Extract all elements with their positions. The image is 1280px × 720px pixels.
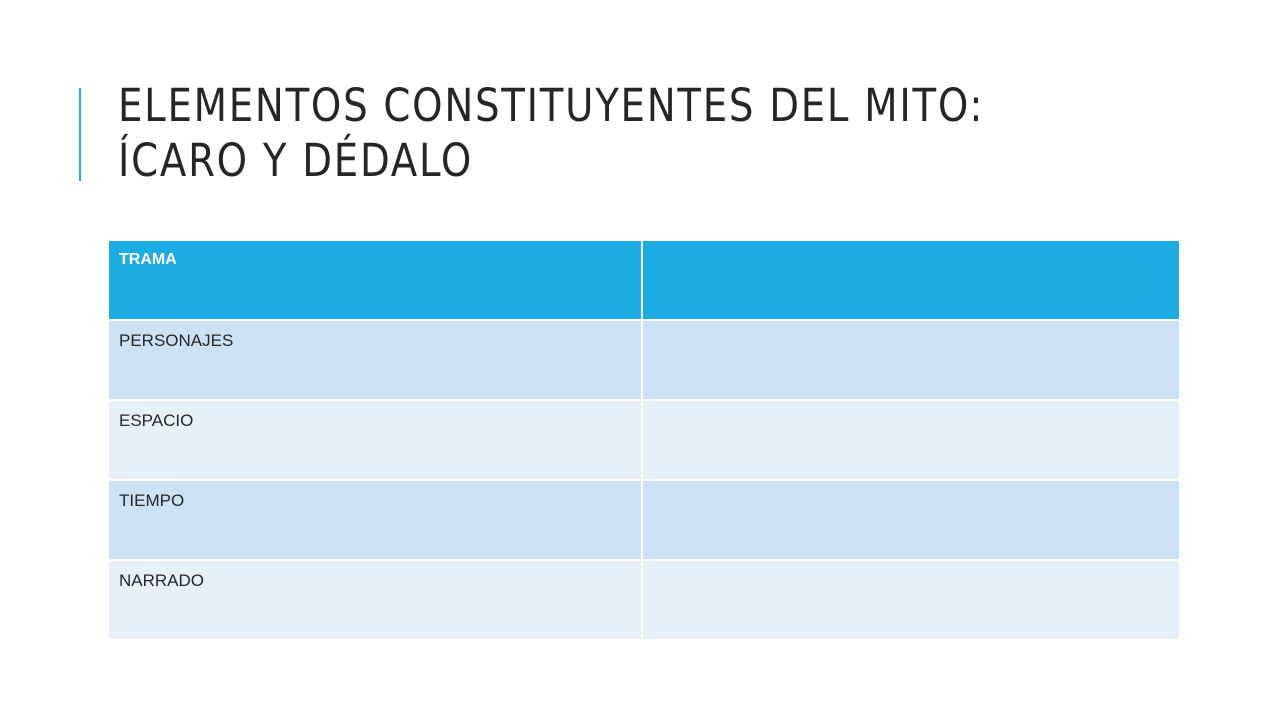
table-row: NARRADO	[107, 559, 1181, 641]
table-row: PERSONAJES	[107, 319, 1181, 401]
table-cell-label[interactable]: NARRADO	[107, 559, 643, 641]
table-cell-label[interactable]: PERSONAJES	[107, 319, 643, 401]
table-cell-label[interactable]: ESPACIO	[107, 399, 643, 481]
table-cell-label[interactable]: TIEMPO	[107, 479, 643, 561]
slide-title-line-1: ELEMENTOS CONSTITUYENTES DEL MITO:	[118, 79, 985, 132]
table-header-label[interactable]: TRAMA	[107, 239, 643, 321]
table-row: ESPACIO	[107, 399, 1181, 481]
table-cell-value[interactable]	[641, 559, 1181, 641]
table-header-value[interactable]	[641, 239, 1181, 321]
table-cell-value[interactable]	[641, 399, 1181, 481]
table-cell-value[interactable]	[641, 319, 1181, 401]
slide-title-line-2: ÍCARO Y DÉDALO	[118, 134, 474, 187]
myth-elements-table: TRAMA PERSONAJES ESPACIO TIEMPO NARRADO	[107, 239, 1181, 641]
table-row: TIEMPO	[107, 479, 1181, 561]
table-header-row: TRAMA	[107, 239, 1181, 321]
title-accent-bar	[79, 88, 81, 181]
table-cell-value[interactable]	[641, 479, 1181, 561]
slide-title: ELEMENTOS CONSTITUYENTES DEL MITO: ÍCARO…	[118, 78, 1047, 188]
